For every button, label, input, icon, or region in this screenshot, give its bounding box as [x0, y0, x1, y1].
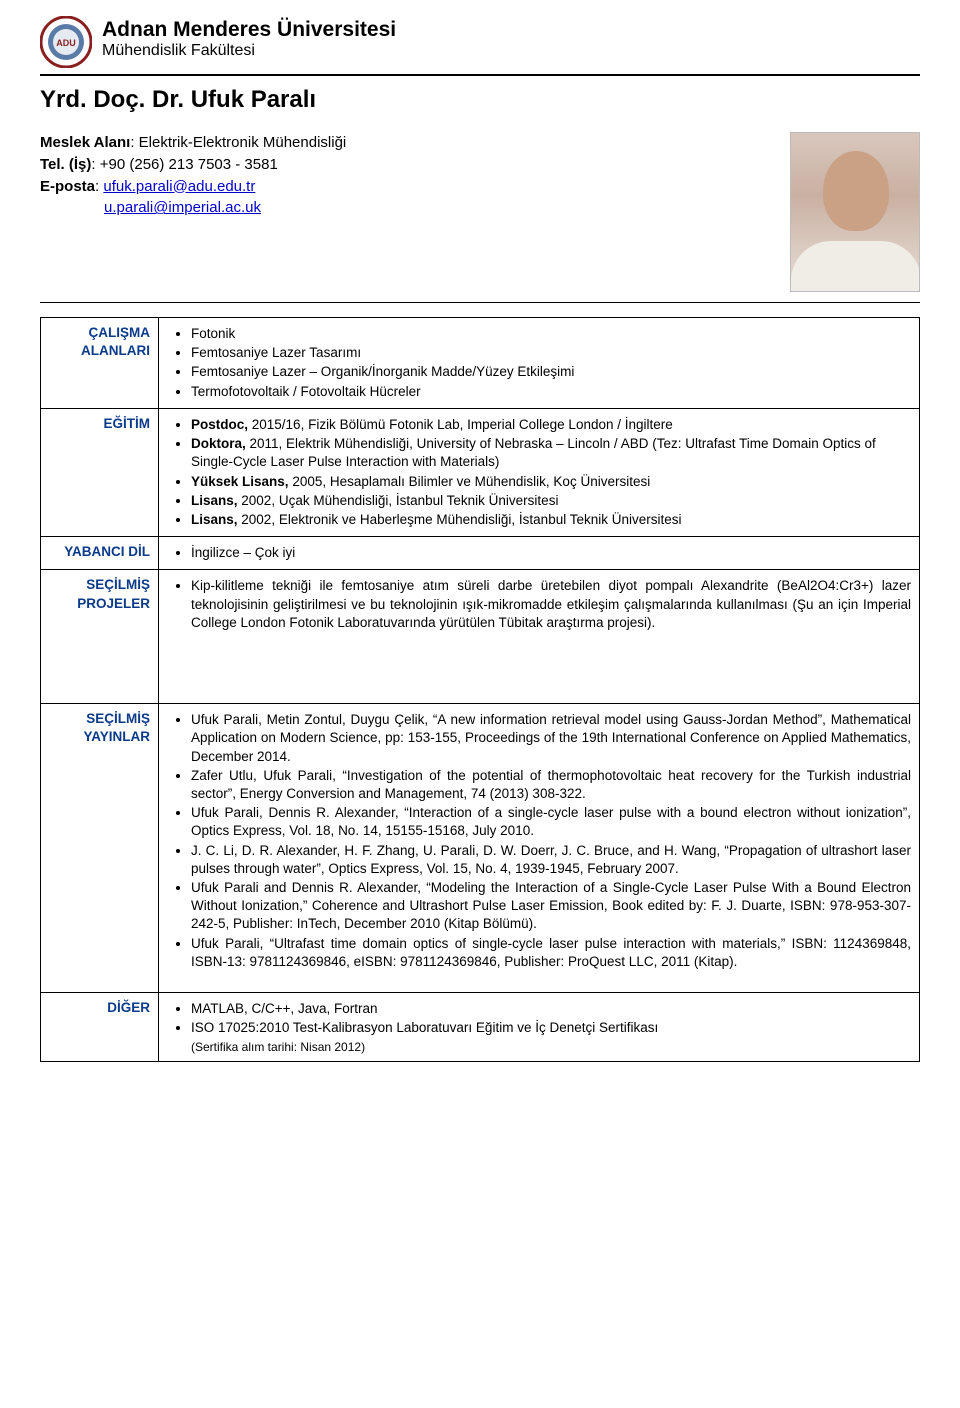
cv-table: ÇALIŞMA ALANLARI FotonikFemtosaniye Laze…: [40, 317, 920, 1062]
list-item: Lisans, 2002, Elektronik ve Haberleşme M…: [191, 511, 911, 529]
list-item: Zafer Utlu, Ufuk Parali, “Investigation …: [191, 767, 911, 803]
field-value: : Elektrik-Elektronik Mühendisliği: [130, 134, 346, 151]
list-item: MATLAB, C/C++, Java, Fortran: [191, 1000, 911, 1018]
divider: [40, 302, 920, 303]
list-item: Ufuk Parali, Metin Zontul, Duygu Çelik, …: [191, 711, 911, 766]
contact-block: Meslek Alanı: Elektrik-Elektronik Mühend…: [40, 132, 920, 292]
section-content-projeler: Kip-kilitleme tekniği ile femtosaniye at…: [159, 570, 920, 704]
section-content-yayinlar: Ufuk Parali, Metin Zontul, Duygu Çelik, …: [159, 704, 920, 993]
section-label-calisma: ÇALIŞMA ALANLARI: [41, 318, 159, 409]
email-label: E-posta: [40, 178, 95, 195]
list-item: Fotonik: [191, 325, 911, 343]
section-content-diger: MATLAB, C/C++, Java, FortranISO 17025:20…: [159, 993, 920, 1062]
person-title: Yrd. Doç. Dr. Ufuk Paralı: [40, 86, 920, 114]
list-item: J. C. Li, D. R. Alexander, H. F. Zhang, …: [191, 842, 911, 878]
section-content-egitim: Postdoc, 2015/16, Fizik Bölümü Fotonik L…: [159, 408, 920, 536]
svg-text:ADU: ADU: [56, 38, 76, 48]
list-item: Ufuk Parali, “Ultrafast time domain opti…: [191, 935, 911, 971]
list-item: Femtosaniye Lazer – Organik/İnorganik Ma…: [191, 363, 911, 381]
list-item: Yüksek Lisans, 2005, Hesaplamalı Bilimle…: [191, 473, 911, 491]
section-label-egitim: EĞİTİM: [41, 408, 159, 536]
tel-value: : +90 (256) 213 7503 - 3581: [91, 156, 277, 173]
list-item: İngilizce – Çok iyi: [191, 544, 911, 562]
diger-note: (Sertifika alım tarihi: Nisan 2012): [167, 1039, 911, 1055]
section-content-yabanci: İngilizce – Çok iyi: [159, 537, 920, 570]
university-name: Adnan Menderes Üniversitesi: [102, 18, 396, 42]
faculty-name: Mühendislik Fakültesi: [102, 42, 396, 60]
list-item: Doktora, 2011, Elektrik Mühendisliği, Un…: [191, 435, 911, 471]
profile-photo: [790, 132, 920, 292]
list-item: Ufuk Parali and Dennis R. Alexander, “Mo…: [191, 879, 911, 934]
section-label-projeler: SEÇİLMİŞ PROJELER: [41, 570, 159, 704]
divider: [40, 74, 920, 76]
section-label-yayinlar: SEÇİLMİŞ YAYINLAR: [41, 704, 159, 993]
field-label: Meslek Alanı: [40, 134, 130, 151]
tel-label: Tel. (İş): [40, 156, 91, 173]
page-header: ADU Adnan Menderes Üniversitesi Mühendis…: [40, 16, 920, 68]
section-content-calisma: FotonikFemtosaniye Lazer TasarımıFemtosa…: [159, 318, 920, 409]
section-label-diger: DİĞER: [41, 993, 159, 1062]
list-item: Ufuk Parali, Dennis R. Alexander, “Inter…: [191, 804, 911, 840]
email-link-1[interactable]: ufuk.parali@adu.edu.tr: [103, 178, 255, 195]
list-item: ISO 17025:2010 Test-Kalibrasyon Laboratu…: [191, 1019, 911, 1037]
university-logo: ADU: [40, 16, 92, 68]
list-item: Kip-kilitleme tekniği ile femtosaniye at…: [191, 577, 911, 632]
list-item: Lisans, 2002, Uçak Mühendisliği, İstanbu…: [191, 492, 911, 510]
email-link-2[interactable]: u.parali@imperial.ac.uk: [104, 199, 261, 216]
list-item: Femtosaniye Lazer Tasarımı: [191, 344, 911, 362]
section-label-yabanci: YABANCI DİL: [41, 537, 159, 570]
list-item: Postdoc, 2015/16, Fizik Bölümü Fotonik L…: [191, 416, 911, 434]
list-item: Termofotovoltaik / Fotovoltaik Hücreler: [191, 383, 911, 401]
